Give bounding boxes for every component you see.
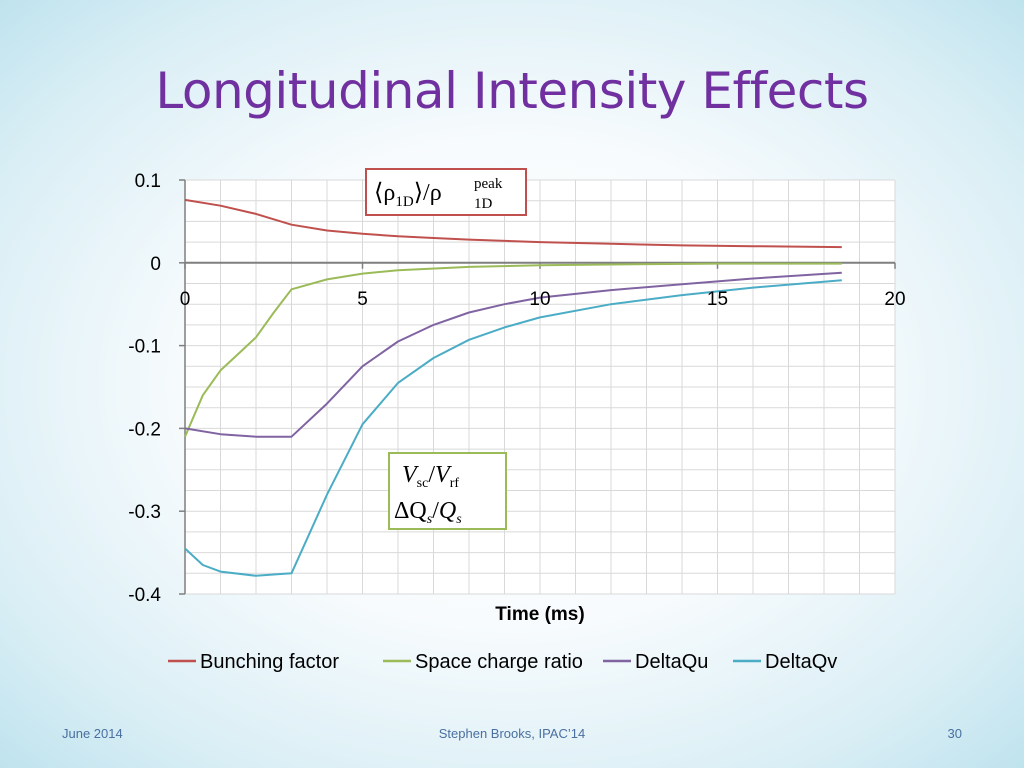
x-tick-label: 15	[707, 289, 728, 310]
y-tick-label: -0.4	[128, 585, 161, 606]
chart-legend: Bunching factor Space charge ratio DeltaQu…	[168, 651, 837, 673]
y-tick-label: 0.1	[135, 171, 161, 192]
annotation-bunching-sub: 1D	[474, 196, 493, 212]
footer-author: Stephen Brooks, IPAC’14	[438, 726, 586, 741]
series-line-space-charge-ratio	[184, 262, 842, 438]
annotation-vsc-vrf: Vsc/Vrf	[402, 462, 459, 491]
series-line-bunching-factor	[184, 198, 842, 249]
annotation-bunching-formula: ⟨ρ1D⟩/ρ	[374, 180, 442, 210]
y-tick-label: -0.1	[128, 337, 161, 358]
x-tick-label: 10	[529, 289, 550, 310]
legend-label: Bunching factor	[200, 651, 339, 673]
x-axis-label: Time (ms)	[495, 604, 584, 625]
y-tick-label: 0	[150, 254, 161, 275]
series-line-deltaqv	[184, 279, 842, 577]
legend-label: DeltaQv	[765, 651, 837, 673]
annotation-bunching-box: ⟨ρ1D⟩/ρ peak 1D	[365, 168, 527, 216]
annotation-dqs-qs: ΔQs/Qs	[394, 498, 462, 527]
x-tick-label: 20	[884, 289, 905, 310]
y-tick-label: -0.3	[128, 502, 161, 523]
x-tick-label: 0	[180, 289, 191, 310]
series-line-deltaqu	[184, 271, 842, 438]
footer-slide-number: 30	[947, 726, 962, 741]
legend-item-deltaqu: DeltaQu	[603, 651, 708, 673]
slide-title: Longitudinal Intensity Effects	[155, 62, 869, 120]
chart-grid	[184, 179, 896, 595]
annotation-bunching-sup: peak	[474, 176, 503, 192]
legend-item-space-charge-ratio: Space charge ratio	[383, 651, 583, 673]
chart-tick-labels: 0.1 0 -0.1 -0.2 -0.3 -0.4 0 5 10 15 20	[128, 171, 905, 606]
chart-series	[184, 198, 842, 577]
legend-label: Space charge ratio	[415, 651, 583, 673]
legend-item-bunching-factor: Bunching factor	[168, 651, 339, 673]
legend-item-deltaqv: DeltaQv	[733, 651, 837, 673]
footer-date: June 2014	[62, 726, 123, 741]
y-tick-label: -0.2	[128, 419, 161, 440]
annotation-space-charge-box: Vsc/Vrf ΔQs/Qs	[388, 452, 507, 530]
x-tick-label: 5	[357, 289, 368, 310]
legend-label: DeltaQu	[635, 651, 708, 673]
